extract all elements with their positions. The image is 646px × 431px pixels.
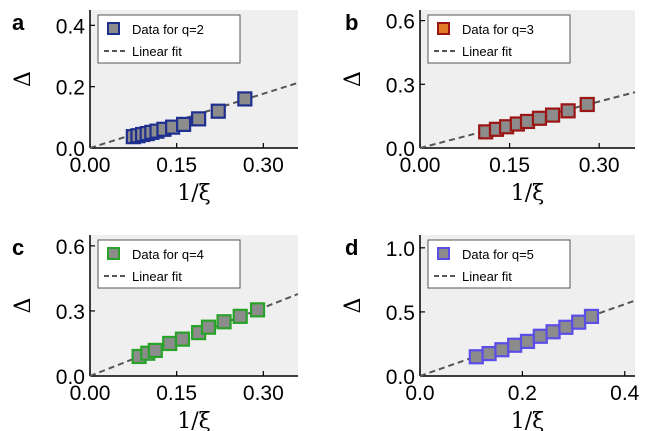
y-tick-label: 0.6 — [56, 236, 85, 259]
data-point — [560, 103, 576, 119]
y-tick-label: 0.0 — [386, 138, 415, 161]
panel-label: c — [12, 235, 24, 260]
x-tick-label: 0.15 — [156, 382, 197, 405]
x-tick-label: 0.30 — [579, 154, 620, 177]
legend-label-fit: Linear fit — [132, 269, 182, 284]
legend-box — [427, 14, 571, 64]
y-axis-label: Δ — [341, 298, 366, 314]
data-point — [579, 96, 595, 113]
y-tick-label: 0.3 — [56, 301, 85, 324]
x-tick-label: 0.2 — [508, 382, 537, 405]
panel-label: a — [12, 10, 25, 35]
data-point — [237, 91, 253, 107]
data-point — [147, 342, 163, 359]
x-tick-label: 0.00 — [70, 154, 111, 177]
legend-marker — [107, 247, 120, 260]
data-point — [571, 314, 587, 330]
data-point — [531, 110, 548, 126]
data-point — [494, 342, 510, 358]
y-tick-label: 0.6 — [386, 11, 415, 34]
legend-label-fit: Linear fit — [462, 269, 512, 284]
data-point — [249, 302, 266, 318]
x-tick-label: 0.15 — [489, 154, 530, 177]
legend-box — [97, 239, 241, 289]
legend-box — [97, 14, 241, 64]
data-point — [544, 107, 561, 123]
x-tick-label: 0.30 — [243, 382, 284, 405]
legend-box — [427, 239, 571, 289]
y-tick-label: 1.0 — [386, 238, 415, 261]
x-tick-label: 0.30 — [243, 154, 284, 177]
y-tick-label: 0.0 — [386, 366, 415, 389]
y-tick-label: 0.5 — [386, 302, 415, 325]
y-axis-label: Δ — [341, 71, 366, 87]
data-point — [162, 335, 178, 352]
data-point — [210, 103, 226, 119]
y-axis-label: Δ — [11, 298, 36, 314]
legend-label-data: Data for q=4 — [132, 247, 204, 262]
legend-label-data: Data for q=3 — [462, 22, 534, 37]
y-tick-label: 0.4 — [56, 15, 86, 38]
data-point — [532, 328, 548, 344]
data-point — [176, 116, 192, 132]
x-axis-label: 1/ξ — [511, 409, 545, 431]
legend-label-fit: Linear fit — [462, 44, 512, 59]
data-point — [583, 308, 600, 324]
legend-marker — [437, 22, 450, 35]
data-point — [232, 308, 248, 324]
y-axis-label: Δ — [11, 71, 36, 87]
legend-label-data: Data for q=5 — [462, 247, 534, 262]
data-point — [191, 111, 207, 127]
data-point — [174, 331, 191, 347]
data-point — [481, 345, 497, 362]
legend-marker — [437, 247, 450, 260]
legend-label-data: Data for q=2 — [132, 22, 204, 37]
x-axis-label: 1/ξ — [511, 181, 545, 206]
panel-label: d — [345, 235, 358, 260]
data-point — [558, 319, 574, 335]
legend-marker — [107, 22, 120, 35]
linear-fit-line — [89, 81, 299, 149]
panel-label: b — [345, 10, 358, 35]
y-tick-label: 0.0 — [56, 138, 85, 161]
x-axis-label: 1/ξ — [177, 409, 211, 431]
data-point — [200, 319, 217, 335]
data-point — [519, 333, 536, 349]
x-tick-label: 0.4 — [610, 382, 640, 405]
x-tick-label: 0.00 — [70, 382, 111, 405]
data-point — [507, 337, 523, 353]
y-tick-label: 0.2 — [56, 77, 85, 100]
data-point — [216, 314, 232, 330]
x-tick-label: 0.0 — [405, 382, 434, 405]
legend-label-fit: Linear fit — [132, 44, 182, 59]
y-tick-label: 0.0 — [56, 366, 85, 389]
x-tick-label: 0.00 — [400, 154, 441, 177]
y-tick-label: 0.3 — [386, 74, 415, 97]
x-tick-label: 0.15 — [156, 154, 197, 177]
data-point — [468, 349, 484, 365]
data-point — [545, 324, 561, 340]
x-axis-label: 1/ξ — [177, 181, 211, 206]
